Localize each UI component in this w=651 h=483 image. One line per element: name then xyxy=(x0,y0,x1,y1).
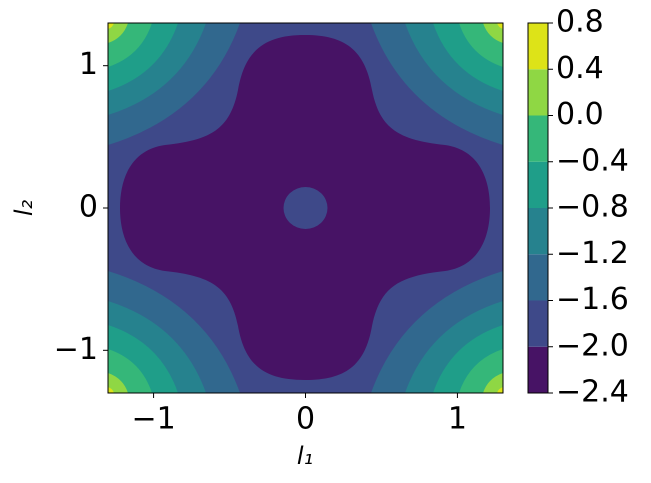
contour-band xyxy=(108,23,128,43)
x-tick-label: 1 xyxy=(448,402,467,437)
colorbar-tick-label: −1.6 xyxy=(556,282,629,317)
colorbar-tick-label: 0.0 xyxy=(556,97,604,132)
colorbar-tick-label: −0.4 xyxy=(556,143,629,178)
colorbar-band xyxy=(528,300,548,347)
colorbar-band xyxy=(528,346,548,393)
colorbar-tick-label: 0.8 xyxy=(556,5,604,40)
colorbar-band xyxy=(528,161,548,208)
colorbar-tick-label: −0.8 xyxy=(556,190,629,225)
plot-area xyxy=(108,23,503,393)
contour-band xyxy=(497,387,503,393)
x-tick-label: −1 xyxy=(131,402,175,437)
x-tick-label: 0 xyxy=(296,402,315,437)
colorbar-band xyxy=(528,115,548,162)
contour-band xyxy=(283,187,328,229)
colorbar-band xyxy=(528,69,548,116)
colorbar-tick-label: −1.2 xyxy=(556,236,629,271)
colorbar-band xyxy=(528,23,548,70)
colorbar-band xyxy=(528,254,548,301)
contour-band xyxy=(108,373,128,393)
y-tick-label: −1 xyxy=(54,332,98,367)
contour-band xyxy=(497,23,503,29)
colorbar-tick-label: −2.4 xyxy=(556,375,629,410)
colorbar-tick-label: 0.4 xyxy=(556,51,604,86)
x-axis-label: l₁ xyxy=(297,442,313,470)
y-tick-label: 1 xyxy=(79,47,98,82)
contour-band xyxy=(483,23,503,43)
y-tick-label: 0 xyxy=(79,190,98,225)
y-axis-label: l₂ xyxy=(10,199,38,216)
contour-band xyxy=(108,23,114,29)
colorbar-band xyxy=(528,208,548,255)
contour-band xyxy=(483,373,503,393)
contour-band xyxy=(108,387,114,393)
colorbar-tick-label: −2.0 xyxy=(556,328,629,363)
